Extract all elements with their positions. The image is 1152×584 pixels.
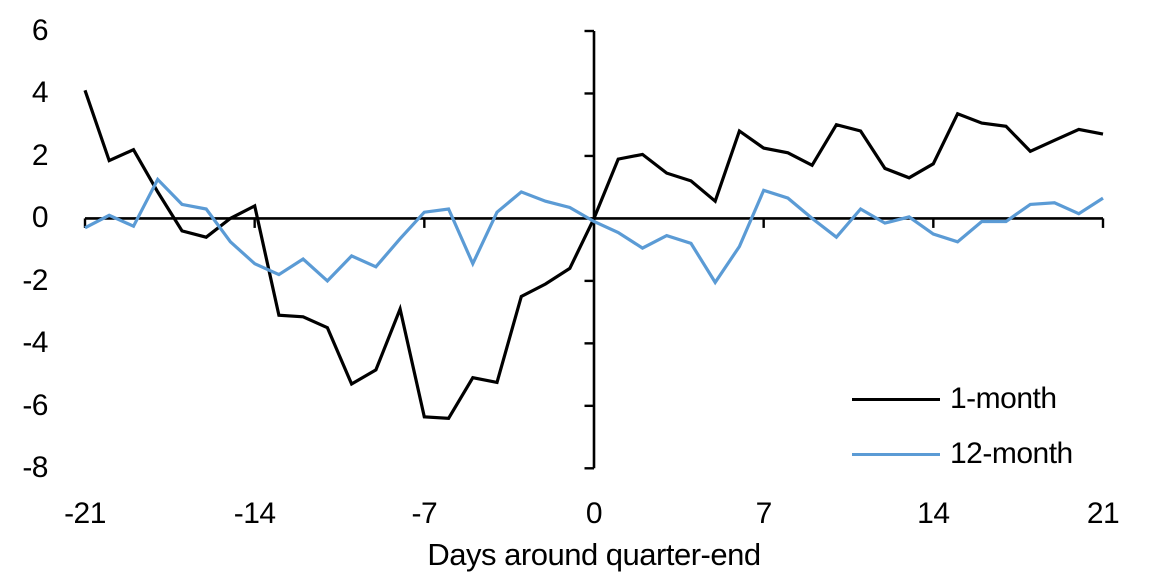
x-tick-label: -7 [411,497,438,530]
x-tick-label: 14 [917,497,950,530]
x-tick-label: 21 [1086,497,1120,530]
legend-item-1-month: 1-month [852,383,1073,415]
x-tick-label: -14 [233,497,276,530]
x-axis-title: Days around quarter-end [427,537,761,572]
y-tick-label: -4 [22,326,48,360]
series-line-12-month [84,176,1104,286]
y-tick-label: 4 [31,76,49,110]
y-tick-label: 6 [31,14,49,47]
legend-item-12-month: 12-month [852,438,1073,470]
legend-line-sample-1-month [852,397,940,401]
x-tick-label: 7 [755,497,773,530]
y-tick-label: 2 [31,138,49,172]
series-line-1-month [83,89,1104,420]
legend-label-12-month: 12-month [950,437,1073,470]
y-tick-label: -8 [22,451,48,485]
legend: 1-month 12-month [852,383,1073,470]
legend-line-sample-12-month [852,452,940,456]
x-tick-label: -21 [64,497,106,530]
y-tick-label: 0 [31,201,49,235]
y-tick-label: -2 [22,263,48,297]
x-tick-label: 0 [585,497,603,530]
y-tick-label: -6 [22,388,48,422]
legend-label-1-month: 1-month [950,382,1057,415]
